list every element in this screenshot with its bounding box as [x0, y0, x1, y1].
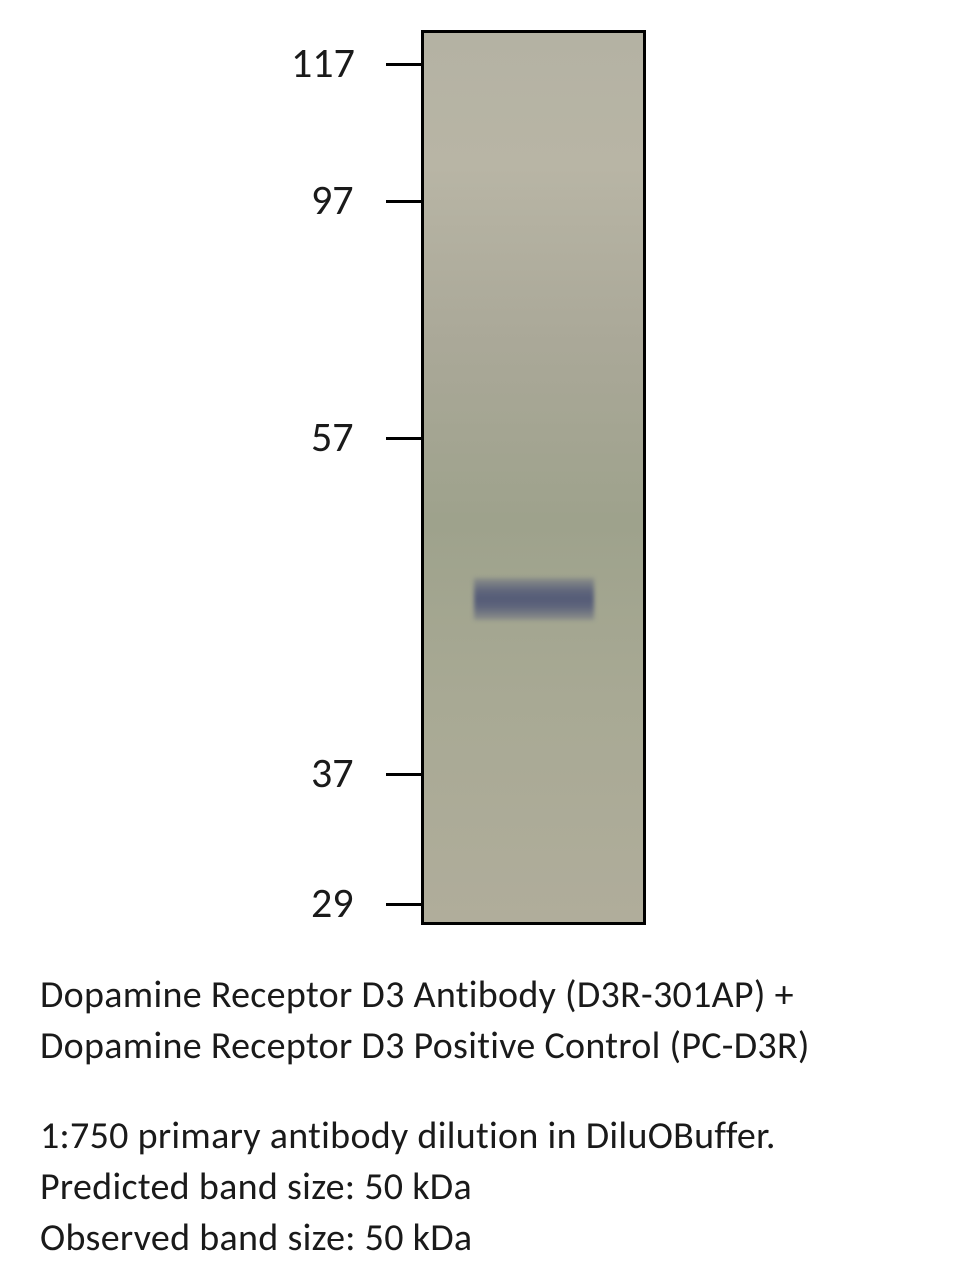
marker-label-37: 37 [311, 748, 354, 799]
marker-tick-57 [386, 437, 421, 440]
caption-line-4: Predicted band size: 50 kDa [40, 1162, 922, 1213]
marker-tick-97 [386, 200, 421, 203]
western-blot-figure: 117 97 57 37 29 [131, 20, 831, 940]
marker-label-57: 57 [311, 412, 354, 463]
caption-title-block: Dopamine Receptor D3 Antibody (D3R-301AP… [40, 970, 922, 1073]
caption-line-5: Observed band size: 50 kDa [40, 1213, 922, 1264]
marker-tick-117 [386, 63, 421, 66]
marker-label-97: 97 [311, 175, 354, 226]
blot-lane [421, 30, 646, 925]
marker-label-29: 29 [311, 878, 354, 929]
marker-tick-29 [386, 903, 421, 906]
caption-line-1: Dopamine Receptor D3 Antibody (D3R-301AP… [40, 970, 922, 1021]
figure-caption: Dopamine Receptor D3 Antibody (D3R-301AP… [20, 970, 942, 1264]
caption-details-block: 1:750 primary antibody dilution in DiluO… [40, 1111, 922, 1265]
marker-tick-37 [386, 773, 421, 776]
marker-label-117: 117 [291, 38, 355, 89]
protein-band [474, 578, 594, 620]
caption-line-3: 1:750 primary antibody dilution in DiluO… [40, 1111, 922, 1162]
caption-line-2: Dopamine Receptor D3 Positive Control (P… [40, 1021, 922, 1072]
